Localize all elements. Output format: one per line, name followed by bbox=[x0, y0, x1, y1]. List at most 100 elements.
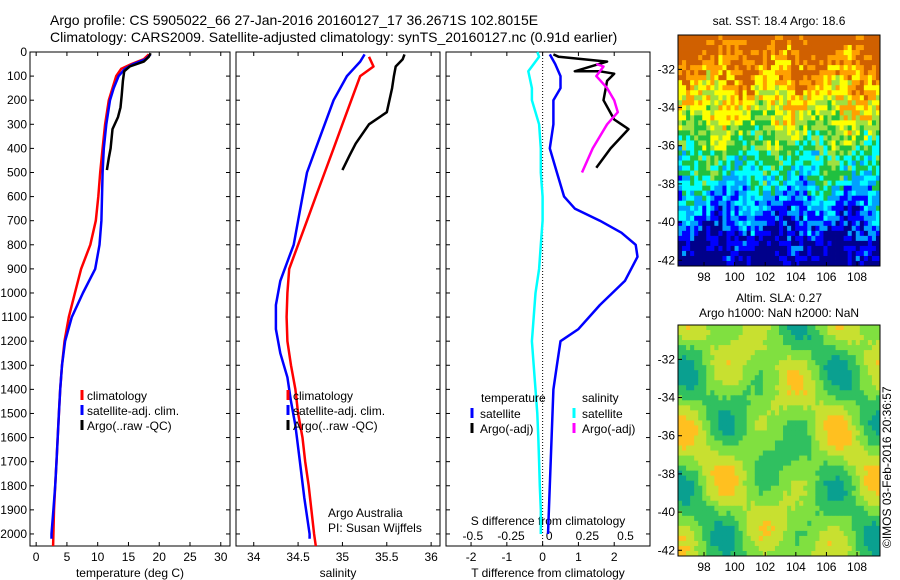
sla-map-cell bbox=[807, 515, 812, 522]
temperature-xtick-label: 5 bbox=[64, 550, 71, 564]
sla-map-cell bbox=[855, 480, 861, 487]
sla-map-cell bbox=[758, 445, 764, 451]
sst-map-cell bbox=[718, 180, 723, 187]
sst-map-cell bbox=[867, 40, 873, 46]
sst-map-cell bbox=[738, 150, 744, 156]
sla-map-cell bbox=[787, 510, 792, 517]
sla-map-cell bbox=[694, 470, 699, 477]
sla-map-cell bbox=[851, 450, 857, 456]
sla-map-xtick-label: 106 bbox=[816, 560, 836, 574]
sst-map-cell bbox=[762, 195, 768, 202]
sst-map-cell bbox=[706, 35, 711, 41]
sla-map-cell bbox=[791, 465, 796, 472]
sla-map-cell bbox=[835, 535, 840, 542]
sla-map-cell bbox=[718, 365, 723, 371]
sla-map-cell bbox=[722, 370, 727, 376]
sla-map-cell bbox=[819, 410, 824, 416]
sst-map-cell bbox=[779, 110, 784, 116]
sla-map-cell bbox=[726, 465, 731, 472]
sla-map-cell bbox=[799, 415, 804, 421]
sst-map-cell bbox=[783, 55, 788, 61]
sla-map-cell bbox=[875, 325, 881, 331]
sst-map-cell bbox=[843, 230, 849, 237]
sst-map-cell bbox=[758, 115, 764, 121]
sla-map-cell bbox=[783, 430, 788, 436]
sla-map-cell bbox=[754, 475, 760, 482]
sst-map-cell bbox=[734, 115, 739, 121]
sst-map-cell bbox=[678, 65, 683, 71]
sla-map-cell bbox=[795, 385, 800, 391]
sla-map-cell bbox=[851, 415, 857, 421]
sst-map-cell bbox=[722, 150, 727, 156]
sst-map-cell bbox=[803, 80, 808, 86]
sla-map-cell bbox=[714, 340, 719, 346]
sla-map-cell bbox=[855, 435, 861, 441]
sst-map-cell bbox=[770, 160, 776, 166]
sst-map-cell bbox=[766, 50, 772, 56]
sst-map-cell bbox=[758, 200, 764, 207]
sst-map-cell bbox=[819, 165, 824, 171]
sst-map-cell bbox=[827, 115, 832, 121]
sla-map-cell bbox=[799, 400, 804, 406]
sst-map-cell bbox=[859, 180, 865, 187]
sst-map-cell bbox=[710, 175, 715, 182]
sst-map-cell bbox=[690, 165, 695, 171]
sst-map-cell bbox=[738, 160, 744, 166]
sst-map-cell bbox=[734, 60, 739, 66]
sla-map-cell bbox=[791, 540, 796, 547]
sla-map-cell bbox=[766, 380, 772, 386]
sst-map-cell bbox=[823, 215, 828, 222]
sla-map-cell bbox=[847, 460, 853, 467]
sst-map-cell bbox=[742, 195, 748, 202]
sst-map-cell bbox=[722, 135, 727, 141]
sst-map-cell bbox=[855, 180, 861, 187]
sst-map-cell bbox=[730, 205, 735, 212]
sst-map-cell bbox=[698, 35, 703, 41]
sst-map-cell bbox=[807, 240, 812, 247]
sla-map-cell bbox=[787, 425, 792, 431]
sla-map-cell bbox=[742, 525, 748, 532]
sst-map-cell bbox=[710, 245, 715, 252]
sla-map-cell bbox=[774, 515, 780, 522]
sst-map-cell bbox=[799, 205, 804, 212]
sla-map-cell bbox=[698, 340, 703, 346]
sla-map-cell bbox=[774, 400, 780, 406]
sla-map-cell bbox=[686, 325, 691, 331]
sst-map-cell bbox=[779, 190, 784, 197]
sla-map-cell bbox=[766, 350, 772, 356]
sst-map-cell bbox=[855, 250, 861, 257]
sst-map-cell bbox=[750, 165, 756, 171]
sst-map-cell bbox=[770, 75, 776, 81]
sla-map-cell bbox=[827, 335, 832, 341]
sst-map-cell bbox=[702, 195, 707, 202]
sst-map-cell bbox=[851, 215, 857, 222]
sst-map-cell bbox=[875, 100, 881, 106]
sst-map-cell bbox=[746, 75, 752, 81]
sla-map-cell bbox=[835, 350, 840, 356]
imos-credit-label: ©IMOS 03-Feb-2016 20:36:57 bbox=[880, 386, 894, 548]
sla-map-cell bbox=[722, 470, 727, 477]
sst-map-cell bbox=[742, 250, 748, 257]
sst-map-cell bbox=[702, 215, 707, 222]
sla-map-cell bbox=[847, 365, 853, 371]
sla-map-cell bbox=[871, 360, 877, 366]
sla-map-cell bbox=[734, 375, 739, 381]
sst-map-cell bbox=[714, 180, 719, 187]
sst-map-cell bbox=[803, 115, 808, 121]
sla-map-cell bbox=[875, 335, 881, 341]
sst-map-cell bbox=[742, 120, 748, 126]
sst-map-cell bbox=[750, 90, 756, 96]
sla-map-cell bbox=[863, 365, 869, 371]
sst-map-cell bbox=[722, 215, 727, 222]
sla-map-cell bbox=[698, 505, 703, 512]
sst-map-cell bbox=[835, 200, 840, 207]
sst-map-cell bbox=[742, 60, 748, 66]
sst-map-cell bbox=[766, 150, 772, 156]
sla-map-cell bbox=[710, 335, 715, 341]
sst-map-cell bbox=[682, 110, 687, 116]
sst-map-cell bbox=[690, 55, 695, 61]
sst-map-cell bbox=[851, 190, 857, 197]
sst-map-cell bbox=[718, 165, 723, 171]
sla-map-cell bbox=[722, 435, 727, 441]
sst-map-cell bbox=[795, 110, 800, 116]
